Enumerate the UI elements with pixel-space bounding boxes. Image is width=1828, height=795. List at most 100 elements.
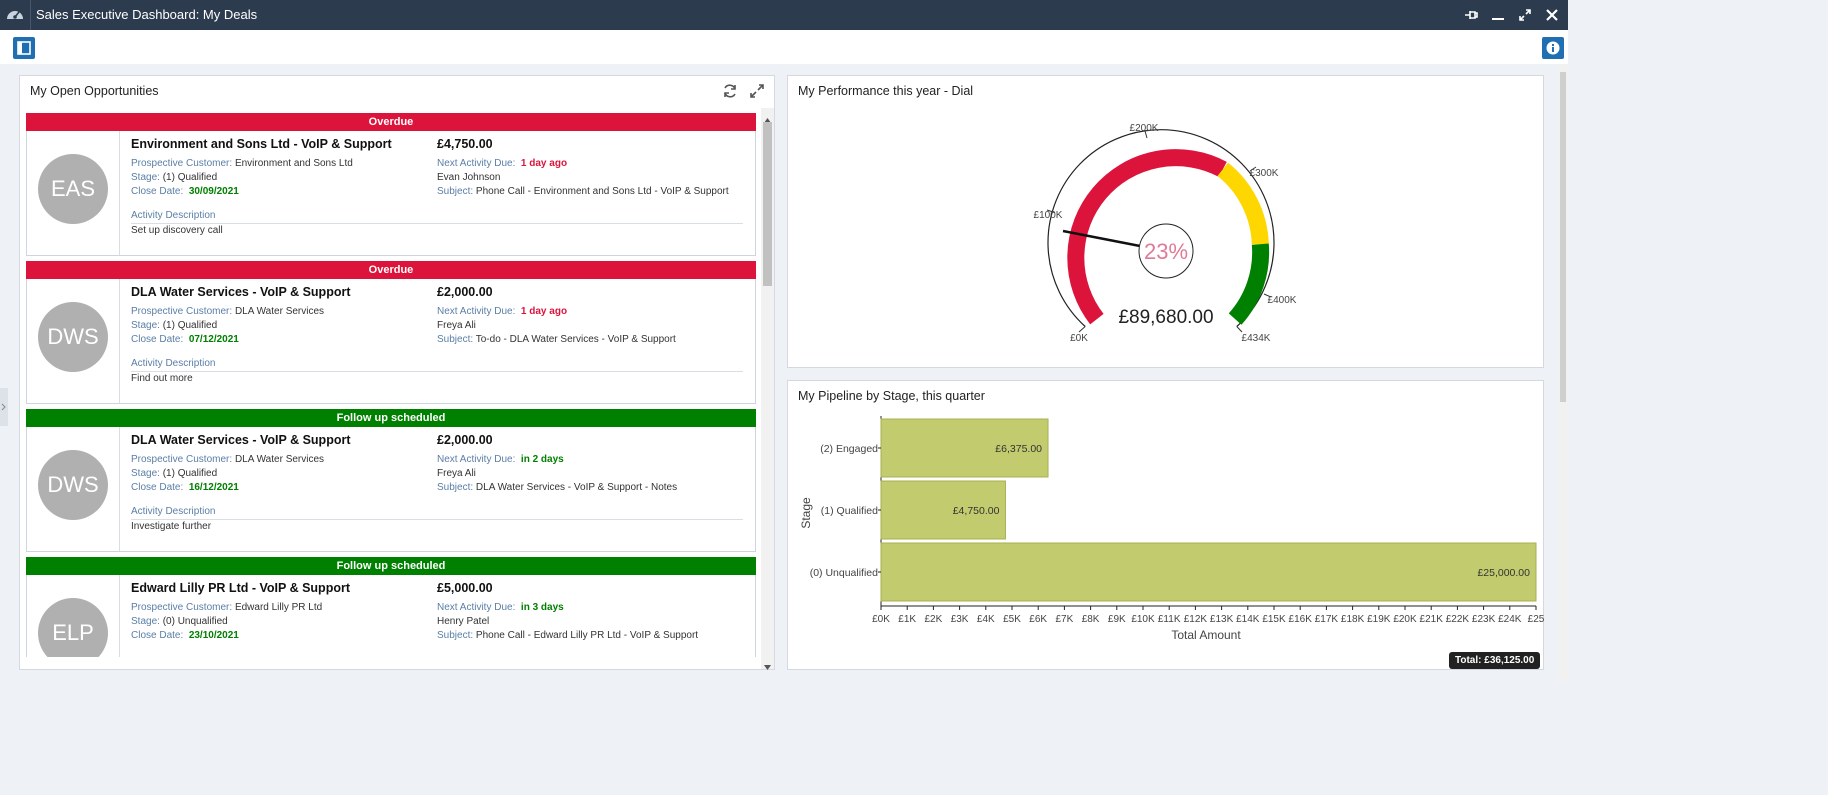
- subject-value: Phone Call - Environment and Sons Ltd - …: [476, 186, 729, 197]
- y-axis-label: Stage: [799, 497, 813, 529]
- avatar: DWS: [38, 302, 108, 372]
- gauge-band-yellow: [1223, 169, 1261, 244]
- customer-value: DLA Water Services: [235, 454, 324, 465]
- close-date-label: Close Date:: [131, 630, 183, 641]
- info-button[interactable]: [1542, 37, 1564, 59]
- expand-icon[interactable]: [749, 83, 765, 99]
- deal-name[interactable]: Edward Lilly PR Ltd - VoIP & Support: [131, 581, 350, 595]
- sidebar-toggle-button[interactable]: [13, 37, 35, 59]
- avatar: EAS: [38, 154, 108, 224]
- customer-value: Edward Lilly PR Ltd: [235, 602, 322, 613]
- close-date-label: Close Date:: [131, 186, 183, 197]
- tick-label-200k: £200K: [1130, 123, 1159, 134]
- tick-label-100k: £100K: [1034, 210, 1063, 221]
- bar-value-label: £6,375.00: [995, 443, 1042, 455]
- list-scrollbar[interactable]: [761, 108, 774, 669]
- opportunities-panel: My Open Opportunities Overdue EAS Enviro…: [19, 75, 775, 670]
- status-banner: Follow up scheduled: [26, 409, 756, 427]
- total-badge: Total: £36,125.00: [1449, 652, 1540, 669]
- page-scroll-thumb[interactable]: [1560, 72, 1566, 402]
- subject-label: Subject:: [437, 630, 473, 641]
- avatar: DWS: [38, 450, 108, 520]
- deal-name[interactable]: DLA Water Services - VoIP & Support: [131, 433, 351, 447]
- window-titlebar: Sales Executive Dashboard: My Deals: [0, 0, 1568, 30]
- activity-owner: Evan Johnson: [437, 172, 500, 183]
- status-banner: Overdue: [26, 261, 756, 279]
- stage-label: Stage:: [131, 468, 160, 479]
- scroll-thumb[interactable]: [763, 122, 772, 286]
- minimize-icon[interactable]: [1489, 6, 1507, 24]
- activity-description: Investigate further: [131, 521, 211, 532]
- x-tick-label: £16K: [1289, 614, 1313, 625]
- gauge-band-green: [1235, 244, 1261, 319]
- close-icon[interactable]: [1543, 6, 1561, 24]
- percent-label: 23%: [1144, 239, 1188, 264]
- deal-name[interactable]: Environment and Sons Ltd - VoIP & Suppor…: [131, 137, 392, 151]
- tick-label-300k: £300K: [1250, 168, 1279, 179]
- subject-label: Subject:: [437, 186, 473, 197]
- activity-description: Set up discovery call: [131, 225, 223, 236]
- x-tick-label: £13K: [1210, 614, 1234, 625]
- close-date-label: Close Date:: [131, 482, 183, 493]
- stage-label: Stage:: [131, 320, 160, 331]
- subject-value: Phone Call - Edward Lilly PR Ltd - VoIP …: [476, 630, 698, 641]
- opportunity-list: Overdue EAS Environment and Sons Ltd - V…: [26, 113, 756, 657]
- x-tick-label: £0K: [872, 614, 890, 625]
- category-label: (2) Engaged: [820, 443, 878, 455]
- bar-value-label: £4,750.00: [953, 505, 1000, 517]
- close-date-value: 16/12/2021: [189, 482, 239, 493]
- x-tick-label: £23K: [1472, 614, 1496, 625]
- opportunity-card[interactable]: ELP Edward Lilly PR Ltd - VoIP & Support…: [26, 575, 756, 657]
- tick-label-400k: £400K: [1268, 295, 1297, 306]
- stage-label: Stage:: [131, 172, 160, 183]
- stage-value: (1) Qualified: [163, 468, 217, 479]
- opportunity-card[interactable]: DWS DLA Water Services - VoIP & Support …: [26, 279, 756, 404]
- activity-description-label: Activity Description: [131, 210, 215, 221]
- bar-2[interactable]: [881, 543, 1536, 601]
- x-tick-label: £24K: [1498, 614, 1522, 625]
- customer-value: DLA Water Services: [235, 306, 324, 317]
- x-tick-label: £10K: [1131, 614, 1155, 625]
- avatar: ELP: [38, 598, 108, 657]
- subject-value: To-do - DLA Water Services - VoIP & Supp…: [476, 334, 676, 345]
- page-scrollbar[interactable]: [1558, 64, 1568, 682]
- status-banner: Overdue: [26, 113, 756, 131]
- pin-icon[interactable]: [1462, 6, 1480, 24]
- x-tick-label: £6K: [1029, 614, 1047, 625]
- subject-value: DLA Water Services - VoIP & Support - No…: [476, 482, 677, 493]
- opportunity-card[interactable]: EAS Environment and Sons Ltd - VoIP & Su…: [26, 131, 756, 256]
- pipeline-bar-chart: Stage Total Amount £6,375.00(2) Engaged£…: [788, 381, 1545, 671]
- deal-name[interactable]: DLA Water Services - VoIP & Support: [131, 285, 351, 299]
- dial-value-label: £89,680.00: [1118, 307, 1213, 328]
- restore-icon[interactable]: [1516, 6, 1534, 24]
- x-tick-label: £8K: [1082, 614, 1100, 625]
- subject-label: Subject:: [437, 334, 473, 345]
- refresh-icon[interactable]: [722, 83, 738, 99]
- activity-owner: Henry Patel: [437, 616, 489, 627]
- activity-description-label: Activity Description: [131, 358, 215, 369]
- next-activity-value: 1 day ago: [521, 158, 567, 169]
- x-tick-label: £7K: [1056, 614, 1074, 625]
- stage-value: (1) Qualified: [163, 172, 217, 183]
- x-tick-label: £9K: [1108, 614, 1126, 625]
- next-activity-label: Next Activity Due:: [437, 158, 515, 169]
- window-title: Sales Executive Dashboard: My Deals: [36, 7, 257, 22]
- customer-label: Prospective Customer:: [131, 306, 232, 317]
- dashboard-toolbar: [0, 30, 1568, 64]
- bar-value-label: £25,000.00: [1477, 567, 1530, 579]
- category-label: (0) Unqualified: [810, 567, 878, 579]
- x-tick-label: £11K: [1158, 614, 1181, 625]
- close-date-value: 07/12/2021: [189, 334, 239, 345]
- gauge-tick: [1237, 327, 1242, 333]
- scroll-down-icon[interactable]: [764, 658, 771, 676]
- collapse-handle[interactable]: [0, 388, 8, 426]
- activity-owner: Freya Ali: [437, 468, 476, 479]
- stage-value: (1) Qualified: [163, 320, 217, 331]
- opportunity-card[interactable]: DWS DLA Water Services - VoIP & Support …: [26, 427, 756, 552]
- x-tick-label: £3K: [951, 614, 969, 625]
- x-tick-label: £15K: [1262, 614, 1286, 625]
- dashboard-icon: [0, 0, 30, 30]
- x-tick-label: £4K: [977, 614, 995, 625]
- x-tick-label: £2K: [925, 614, 943, 625]
- category-label: (1) Qualified: [821, 505, 878, 517]
